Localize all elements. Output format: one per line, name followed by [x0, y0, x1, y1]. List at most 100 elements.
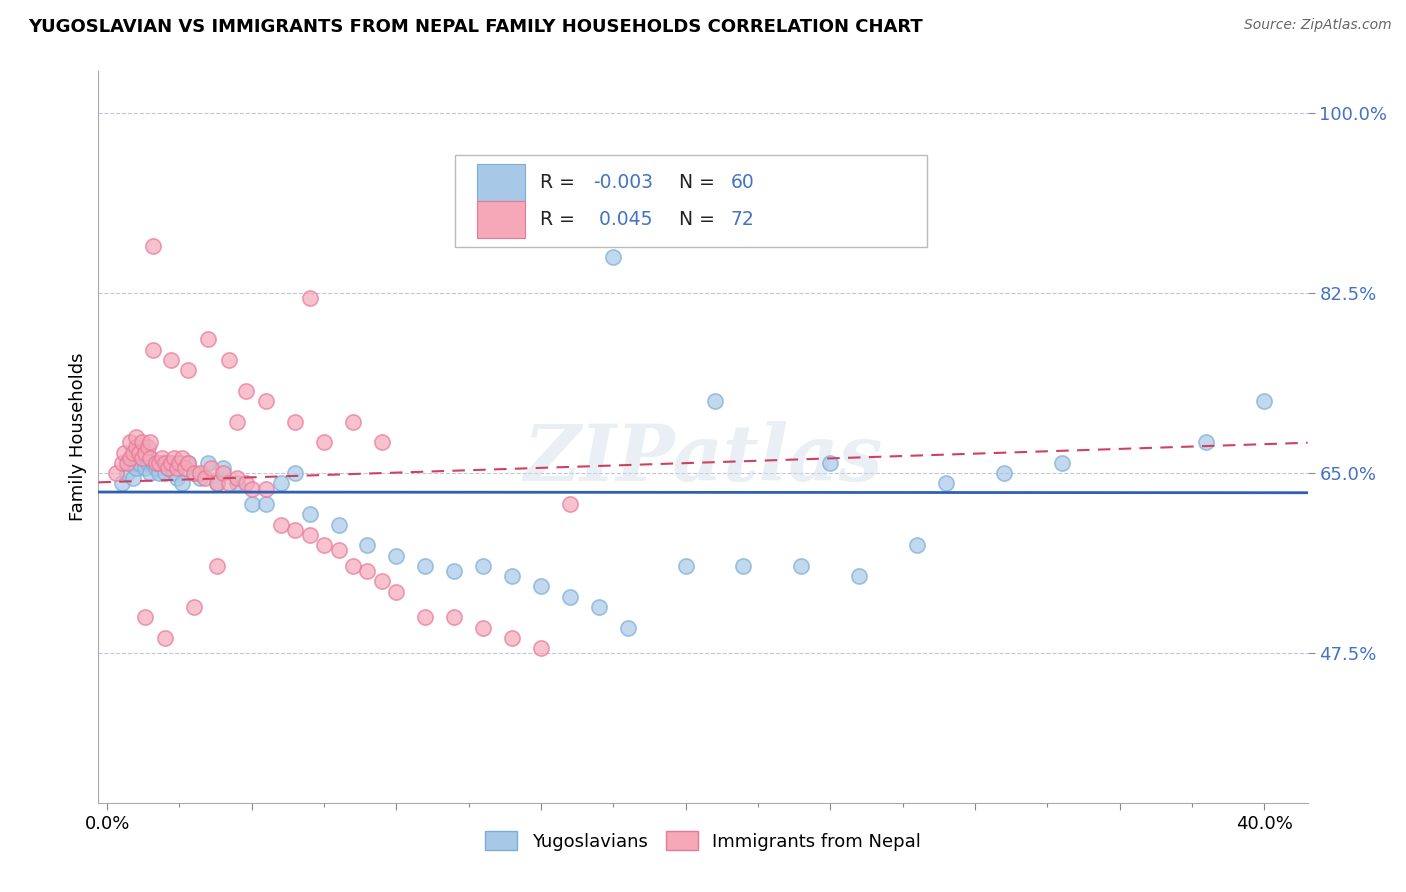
Text: 72: 72 [731, 211, 755, 229]
Point [148, 456, 170, 470]
Point [284, 466, 307, 480]
Text: -0.003: -0.003 [593, 173, 652, 192]
Point [205, 476, 228, 491]
Point [114, 445, 136, 459]
Point [162, 466, 184, 480]
Point [588, 600, 610, 615]
Point [142, 343, 165, 357]
Point [131, 450, 153, 465]
Point [166, 461, 188, 475]
Point [342, 415, 364, 429]
Point [254, 497, 277, 511]
Point [159, 456, 181, 470]
Point [254, 394, 277, 409]
Point [148, 466, 170, 480]
Point [284, 415, 307, 429]
Point [254, 482, 277, 496]
Point [153, 456, 176, 470]
Point [820, 456, 842, 470]
Point [120, 456, 142, 470]
Text: N =: N = [679, 173, 721, 192]
Point [385, 549, 408, 563]
Point [558, 497, 581, 511]
FancyBboxPatch shape [477, 164, 526, 201]
Point [790, 558, 813, 573]
Point [443, 564, 465, 578]
Point [134, 461, 156, 475]
Point [371, 435, 394, 450]
Point [1050, 456, 1073, 470]
Point [530, 579, 553, 593]
Point [150, 450, 173, 465]
Point [162, 450, 184, 465]
Point [443, 610, 465, 624]
Point [104, 466, 127, 480]
Point [194, 471, 217, 485]
Point [125, 445, 148, 459]
Point [150, 456, 173, 470]
Point [166, 471, 188, 485]
Point [371, 574, 394, 589]
Point [312, 538, 335, 552]
Point [136, 441, 159, 455]
Point [153, 631, 176, 645]
Text: ZIPatlas: ZIPatlas [523, 421, 883, 497]
Text: N =: N = [679, 211, 721, 229]
Point [117, 456, 139, 470]
Point [385, 584, 408, 599]
Text: R =: R = [540, 173, 581, 192]
Point [156, 461, 179, 475]
Point [298, 528, 321, 542]
Point [226, 415, 249, 429]
Point [284, 523, 307, 537]
Point [183, 466, 205, 480]
Point [183, 466, 205, 480]
Point [226, 476, 249, 491]
Point [131, 441, 153, 455]
Legend: Yugoslavians, Immigrants from Nepal: Yugoslavians, Immigrants from Nepal [475, 822, 931, 860]
Point [270, 517, 292, 532]
Point [125, 441, 148, 455]
Point [240, 497, 263, 511]
Point [156, 461, 179, 475]
Point [218, 352, 240, 367]
Point [617, 621, 640, 635]
Text: 0.045: 0.045 [593, 211, 652, 229]
Point [205, 476, 228, 491]
Point [703, 394, 725, 409]
Text: R =: R = [540, 211, 581, 229]
Point [177, 456, 200, 470]
Point [197, 332, 219, 346]
Point [174, 461, 197, 475]
Point [142, 239, 165, 253]
Point [110, 456, 132, 470]
Point [128, 445, 150, 459]
Point [733, 558, 755, 573]
Point [139, 466, 162, 480]
Point [226, 471, 249, 485]
Y-axis label: Family Households: Family Households [69, 353, 87, 521]
Point [177, 456, 200, 470]
FancyBboxPatch shape [477, 202, 526, 238]
Point [153, 466, 176, 480]
Point [110, 476, 132, 491]
Point [675, 558, 697, 573]
Point [935, 476, 957, 491]
Point [136, 456, 159, 470]
Text: 60: 60 [731, 173, 755, 192]
Point [177, 363, 200, 377]
Point [117, 466, 139, 480]
Point [122, 445, 145, 459]
Point [120, 450, 142, 465]
Point [200, 461, 222, 475]
Text: Source: ZipAtlas.com: Source: ZipAtlas.com [1244, 18, 1392, 32]
Point [235, 384, 257, 398]
Point [472, 558, 495, 573]
Text: YUGOSLAVIAN VS IMMIGRANTS FROM NEPAL FAMILY HOUSEHOLDS CORRELATION CHART: YUGOSLAVIAN VS IMMIGRANTS FROM NEPAL FAM… [28, 18, 922, 36]
Point [169, 456, 191, 470]
Point [139, 450, 162, 465]
Point [270, 476, 292, 491]
Point [413, 610, 436, 624]
Point [235, 476, 257, 491]
Point [183, 600, 205, 615]
